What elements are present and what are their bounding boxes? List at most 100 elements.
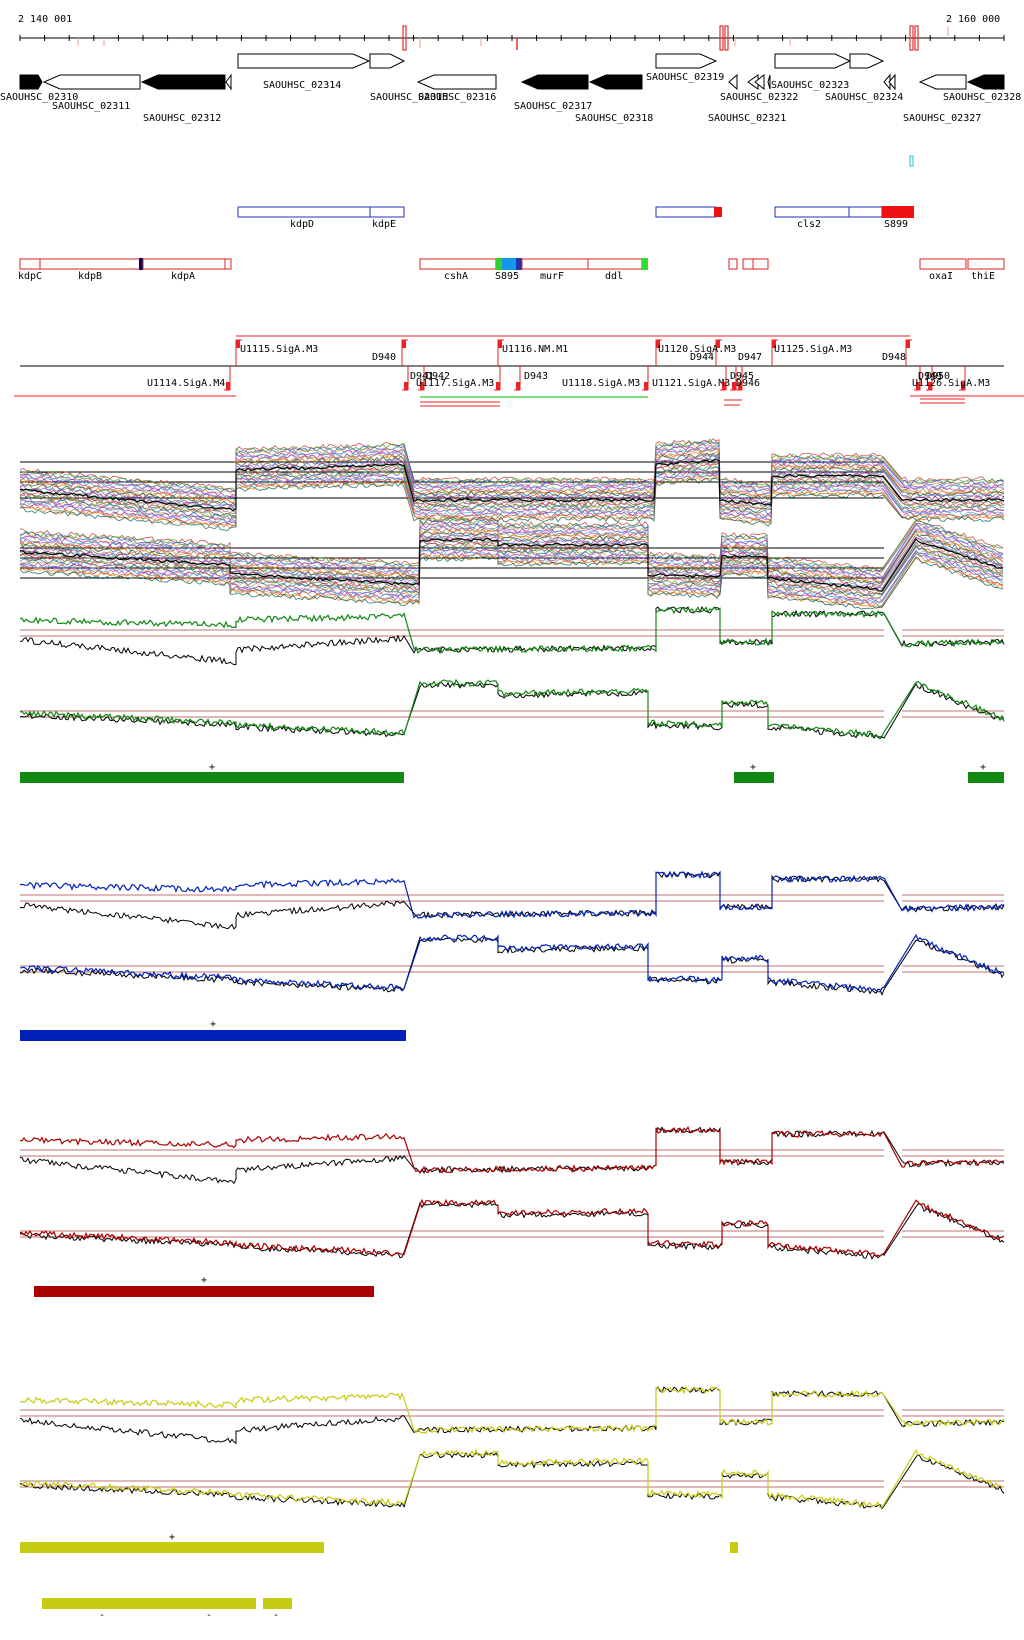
promoter-flag [420, 382, 424, 390]
sample-profile [19, 525, 1004, 581]
operon-box[interactable] [19, 258, 41, 270]
operon-box[interactable] [142, 258, 226, 270]
operon-box[interactable] [587, 258, 643, 270]
gene-arrow[interactable] [520, 74, 589, 90]
gene-labels: SAOUHSC_02310 SAOUHSC_02311 SAOUHSC_0231… [0, 72, 1021, 124]
expression-segment-bar[interactable] [263, 1598, 292, 1609]
expression-segment-bar[interactable] [734, 772, 774, 783]
expression-segment-bar[interactable] [20, 1542, 324, 1553]
gene-arrow[interactable] [416, 74, 497, 90]
gene-arrow[interactable] [369, 53, 406, 69]
promoter-label: D941 [410, 371, 434, 382]
promoter-label: D944 [690, 352, 714, 363]
gene-label: SAOUHSC_02319 [646, 72, 724, 83]
reverse-operon-track [19, 258, 1005, 270]
promoter-label: D949 [918, 371, 942, 382]
sample-profile [19, 460, 1005, 515]
gene-arrow[interactable] [237, 53, 371, 69]
expression-segment-bar[interactable] [730, 1542, 738, 1553]
expression-segment-bar[interactable] [968, 772, 1004, 783]
gene-label: SAOUHSC_02328 [943, 92, 1021, 103]
operon-box[interactable] [752, 258, 769, 270]
sample-profile [19, 473, 1005, 525]
axis-end-label: 2 160 000 [946, 14, 1000, 25]
gene-arrow[interactable] [918, 74, 967, 90]
operon-box[interactable] [774, 206, 850, 218]
segment-mark: + [210, 1019, 216, 1030]
gene-arrow[interactable] [42, 74, 141, 90]
gene-arrow[interactable] [849, 53, 885, 69]
gene-arrow[interactable] [225, 73, 232, 91]
condition-profile [19, 1125, 1005, 1174]
gene-arrow[interactable] [754, 73, 765, 91]
expression-segment-bar[interactable] [34, 1286, 374, 1297]
promoter-label: U1116.NM.M1 [502, 344, 568, 355]
operon-label: kdpB [78, 271, 102, 282]
transcription-unit-track: U1115.SigA.M3 D940 U1116.NM.M1 U1120.Sig… [14, 335, 1024, 407]
promoter-flag [916, 382, 920, 390]
gene-arrow[interactable] [19, 74, 43, 90]
sample-profile [19, 529, 1004, 584]
promoter-flag [496, 382, 500, 390]
expression-segment-bar[interactable] [20, 772, 404, 783]
condition-panel-marks: + + + + + + - - - [99, 762, 986, 1621]
reference-profile [19, 1386, 1005, 1445]
sample-profile [20, 517, 1004, 573]
gene-arrow[interactable] [966, 74, 1005, 90]
sample-profile [19, 447, 1005, 500]
promoter-label: D940 [372, 352, 396, 363]
sample-profile [19, 454, 1005, 508]
gene-arrow[interactable] [767, 74, 771, 90]
operon-box[interactable] [39, 258, 141, 270]
condition-panel [19, 1125, 1005, 1297]
gene-arrow[interactable] [728, 73, 738, 91]
operon-box[interactable] [419, 258, 497, 270]
multi-sample-expression-profiles [19, 438, 1005, 610]
gene-arrow[interactable] [655, 53, 718, 69]
sample-profile [19, 451, 1005, 506]
operon-box[interactable] [655, 206, 717, 218]
reference-profile [19, 936, 1005, 996]
expression-segment-bar[interactable] [20, 1030, 406, 1041]
gene-arrow[interactable] [888, 73, 896, 91]
operon-box[interactable] [369, 206, 405, 218]
gene-arrow[interactable] [140, 74, 226, 90]
condition-profile [19, 678, 1005, 738]
promoter-flag [656, 340, 660, 348]
promoter-flag [226, 382, 230, 390]
gene-label: SAOUHSC_02317 [514, 101, 592, 112]
expression-segment-bar[interactable] [42, 1598, 256, 1609]
operon-box[interactable] [967, 258, 1005, 270]
operon-box[interactable] [521, 258, 589, 270]
gene-label: SAOUHSC_02316 [418, 92, 496, 103]
segment-mark: + [209, 762, 215, 773]
operon-label: kdpE [372, 219, 396, 230]
promoter-flag [498, 340, 502, 348]
sample-profile [19, 470, 1005, 525]
operon-box[interactable] [742, 258, 754, 270]
gene-arrow[interactable] [774, 53, 852, 69]
segment-mark: + [750, 762, 756, 773]
sample-profile [19, 546, 1004, 603]
operon-box[interactable] [848, 206, 883, 218]
operon-box[interactable] [728, 258, 738, 270]
promoter-label: U1120.SigA.M3 [658, 344, 736, 355]
promoter-flag [516, 382, 520, 390]
segment-mark: - [99, 1610, 105, 1621]
segment-mark: - [206, 1610, 212, 1621]
operon-box[interactable] [237, 206, 371, 218]
reference-profile [19, 681, 1005, 739]
operon-box[interactable] [919, 258, 967, 270]
sample-profile [19, 532, 1004, 587]
promoter-flag [404, 382, 408, 390]
segment-mark: + [169, 1532, 175, 1543]
gene-arrow[interactable] [588, 74, 643, 90]
sample-profile [19, 524, 1004, 580]
reference-profile [19, 1201, 1005, 1260]
operon-box[interactable] [224, 258, 232, 270]
operon-label: S899 [884, 219, 908, 230]
promoter-label: U1115.SigA.M3 [240, 344, 318, 355]
gene-label: SAOUHSC_02314 [263, 80, 341, 91]
sample-profile [19, 445, 1005, 501]
gene-track [19, 53, 1005, 91]
